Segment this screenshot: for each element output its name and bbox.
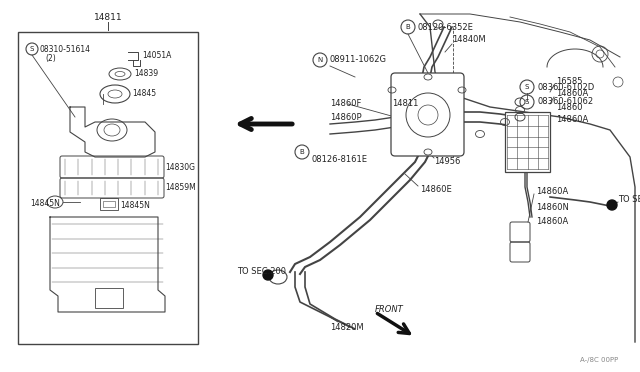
Circle shape: [263, 270, 273, 280]
Text: 14859M: 14859M: [165, 183, 196, 192]
Text: 14840M: 14840M: [452, 35, 486, 45]
Text: 14860A: 14860A: [556, 115, 588, 125]
Text: 08120-6352E: 08120-6352E: [418, 22, 474, 32]
Text: 14956: 14956: [434, 157, 460, 167]
Bar: [103, 201, 115, 207]
Text: A-/8C 00PP: A-/8C 00PP: [580, 357, 618, 363]
Text: TO SEC.200: TO SEC.200: [237, 267, 286, 276]
Text: 14860E: 14860E: [420, 186, 452, 195]
Bar: [505, 112, 550, 172]
Text: 14860P: 14860P: [330, 112, 362, 122]
Text: 14845: 14845: [132, 90, 156, 99]
Text: 16585: 16585: [556, 77, 582, 87]
Text: 14051A: 14051A: [142, 51, 172, 60]
Text: S: S: [525, 84, 529, 90]
Text: TO SEC.165: TO SEC.165: [618, 196, 640, 205]
Text: 14811: 14811: [392, 99, 419, 109]
Text: 14811: 14811: [93, 13, 122, 22]
Text: 14820M: 14820M: [330, 323, 364, 331]
FancyBboxPatch shape: [391, 73, 464, 156]
Text: (2): (2): [45, 55, 56, 64]
Text: 14845N: 14845N: [120, 201, 150, 209]
Bar: [95, 288, 123, 308]
Text: N: N: [317, 57, 323, 63]
Text: 14860A: 14860A: [536, 187, 568, 196]
Text: 08360-6102D: 08360-6102D: [537, 83, 595, 92]
Text: 14860N: 14860N: [536, 202, 569, 212]
Circle shape: [607, 200, 617, 210]
Text: B: B: [406, 24, 410, 30]
Text: 14830G: 14830G: [165, 163, 195, 171]
Text: 14845N: 14845N: [30, 199, 60, 208]
Text: 14860A: 14860A: [536, 218, 568, 227]
Text: 14860A: 14860A: [556, 90, 588, 99]
Text: FRONT: FRONT: [375, 305, 404, 314]
Text: 14860: 14860: [556, 103, 582, 112]
Text: 08310-51614: 08310-51614: [40, 45, 91, 54]
Polygon shape: [50, 217, 165, 312]
Text: 14860F: 14860F: [330, 99, 362, 109]
Bar: [100, 198, 118, 210]
Bar: [18, 32, 198, 344]
Text: S: S: [525, 99, 529, 105]
Text: S: S: [30, 46, 34, 52]
Polygon shape: [70, 107, 155, 157]
Text: B: B: [300, 149, 305, 155]
Text: 14839: 14839: [134, 70, 158, 78]
Text: 08360-61062: 08360-61062: [537, 97, 593, 106]
Text: 08911-1062G: 08911-1062G: [330, 55, 387, 64]
Text: 08126-8161E: 08126-8161E: [312, 155, 368, 164]
